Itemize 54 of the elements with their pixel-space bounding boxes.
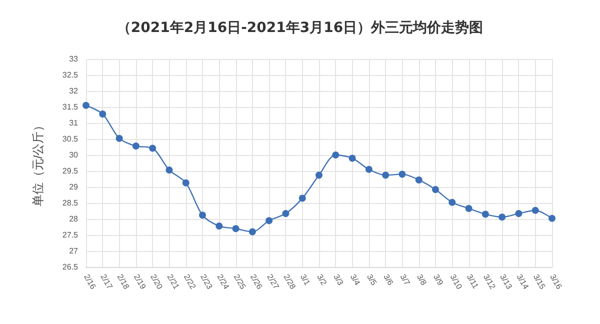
y-tick-label: 27 xyxy=(69,246,79,256)
point xyxy=(116,134,123,142)
x-tick-label: 3/8 xyxy=(414,272,429,288)
y-tick-label: 28 xyxy=(69,214,79,224)
x-tick-label: 3/7 xyxy=(398,272,412,288)
y-tick-label: 33 xyxy=(69,54,79,64)
point xyxy=(482,210,489,218)
point xyxy=(415,176,422,184)
y-tick-label: 29.5 xyxy=(62,166,79,176)
point xyxy=(382,172,390,179)
point xyxy=(266,217,273,224)
y-tick-label: 31 xyxy=(69,118,79,128)
point xyxy=(432,186,439,194)
y-tick-label: 32.5 xyxy=(62,70,79,80)
point xyxy=(282,210,290,218)
y-tick-label: 27.5 xyxy=(62,230,79,240)
point xyxy=(132,142,140,150)
point xyxy=(498,214,506,221)
point xyxy=(448,198,456,206)
y-tick-label: 31.5 xyxy=(62,102,79,112)
point xyxy=(532,206,539,214)
point xyxy=(182,179,190,186)
x-tick-label: 3/5 xyxy=(365,272,379,288)
point xyxy=(465,204,472,212)
point xyxy=(365,166,372,173)
point xyxy=(82,102,90,109)
point xyxy=(232,225,240,232)
y-axis-title: 单位（元/公斤） xyxy=(31,119,45,207)
x-tick-label: 3/1 xyxy=(298,272,312,288)
x-tick-label: 3/2 xyxy=(315,272,329,288)
point xyxy=(398,170,406,178)
y-tick-label: 28.5 xyxy=(62,198,79,208)
point xyxy=(298,194,306,202)
point xyxy=(149,144,156,152)
y-tick-label: 30.5 xyxy=(62,134,79,144)
point xyxy=(548,214,556,222)
x-tick-label: 3/9 xyxy=(432,272,446,288)
x-tick-label: 3/4 xyxy=(348,272,362,288)
point xyxy=(199,212,206,219)
y-tick-label: 29 xyxy=(69,182,79,192)
point xyxy=(99,110,106,118)
point xyxy=(515,210,522,218)
x-tick-label: 3/6 xyxy=(382,272,396,288)
point xyxy=(248,228,256,236)
y-tick-label: 30 xyxy=(69,150,79,160)
point xyxy=(216,222,223,230)
point xyxy=(316,172,322,179)
x-tick-label: 3/3 xyxy=(332,272,346,288)
y-tick-label: 26.5 xyxy=(62,262,79,272)
point xyxy=(166,166,173,174)
point xyxy=(348,154,356,162)
chart-title: （2021年2月16日-2021年3月16日）外三元均价走势图 xyxy=(116,20,484,36)
y-tick-label: 32 xyxy=(69,86,79,96)
point xyxy=(332,152,340,158)
